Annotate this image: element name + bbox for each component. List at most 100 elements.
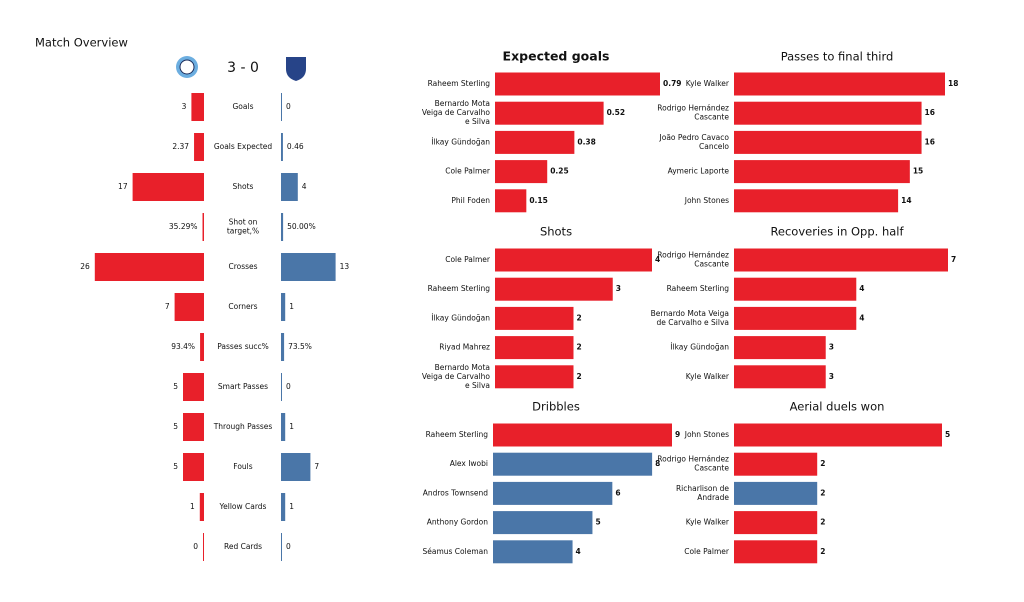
- bar-value: 2: [577, 372, 582, 381]
- stat-bar: [183, 413, 204, 441]
- bar-value: 3: [616, 284, 621, 293]
- stat-bar: [203, 533, 204, 561]
- bar: [495, 72, 660, 96]
- stat-bar: [202, 213, 204, 241]
- stat-label: Through Passes: [213, 422, 273, 431]
- stat-value: 3: [182, 102, 187, 111]
- player-label: Phil Foden: [451, 196, 490, 205]
- player-label: Riyad Mahrez: [439, 343, 490, 352]
- player-label: Richarlison de Andrade: [676, 484, 729, 502]
- stat-value: 1: [289, 502, 294, 511]
- bar-value: 6: [615, 488, 620, 497]
- chart-title: Shots: [540, 225, 572, 239]
- bar: [495, 130, 575, 154]
- player-label: Kyle Walker: [686, 518, 730, 527]
- bar: [734, 130, 922, 154]
- bar: [734, 481, 818, 505]
- bar-value: 3: [829, 372, 834, 381]
- stat-label: Shots: [233, 182, 254, 191]
- stat-label: Corners: [228, 302, 257, 311]
- bar: [734, 189, 899, 213]
- bar: [734, 452, 818, 476]
- stat-value: 1: [190, 502, 195, 511]
- bar-value: 8: [655, 459, 660, 468]
- bar-value: 2: [820, 488, 825, 497]
- stat-bar: [281, 293, 286, 321]
- stat-value: 4: [302, 182, 307, 191]
- bar-value: 7: [951, 255, 956, 264]
- stat-bar: [281, 253, 336, 281]
- stat-bar: [281, 173, 298, 201]
- player-label: Bernardo Mota Veiga de Carvalho e Silva: [422, 363, 491, 390]
- bar-value: 4: [859, 284, 864, 293]
- away-logo: [286, 57, 306, 81]
- player-label: Aymeric Laporte: [668, 167, 730, 176]
- player-label: Anthony Gordon: [427, 518, 488, 527]
- bar-value: 0.25: [550, 167, 569, 176]
- bar: [734, 72, 945, 96]
- bar-value: 0.79: [663, 79, 682, 88]
- bar-value: 9: [675, 430, 680, 439]
- chart-title: Passes to final third: [781, 50, 894, 64]
- stat-bar: [94, 253, 204, 281]
- bar: [495, 365, 574, 389]
- bar-value: 5: [945, 430, 950, 439]
- bar: [493, 481, 613, 505]
- chart-title: Expected goals: [503, 49, 610, 64]
- stat-bar: [281, 133, 283, 161]
- player-label: Raheem Sterling: [428, 284, 491, 293]
- player-label: João Pedro Cavaco Cancelo: [659, 133, 730, 151]
- stat-value: 73.5%: [288, 342, 312, 351]
- bar: [495, 189, 527, 213]
- stat-bar: [199, 493, 204, 521]
- stat-bar: [281, 493, 286, 521]
- bar: [495, 160, 548, 184]
- stat-value: 2.37: [172, 142, 189, 151]
- home-logo: [176, 56, 198, 78]
- stat-value: 35.29%: [169, 222, 198, 231]
- bar-value: 2: [577, 313, 582, 322]
- bar: [734, 248, 948, 272]
- player-label: Rodrigo Hernández Cascante: [657, 104, 729, 122]
- bar: [495, 336, 574, 360]
- stat-bar: [132, 173, 204, 201]
- bar: [493, 540, 573, 564]
- bar-value: 0.15: [529, 196, 548, 205]
- bar: [495, 248, 652, 272]
- stat-value: 0: [193, 542, 198, 551]
- stat-value: 0: [286, 102, 291, 111]
- player-label: Bernardo Mota Veiga de Carvalho e Silva: [651, 309, 729, 327]
- chart-title: Recoveries in Opp. half: [770, 225, 904, 239]
- stat-value: 13: [340, 262, 350, 271]
- stat-bar: [281, 533, 282, 561]
- bar-value: 18: [948, 79, 958, 88]
- stat-value: 7: [314, 462, 319, 471]
- player-label: İlkay Gündoğan: [431, 137, 490, 146]
- stat-value: 93.4%: [171, 342, 195, 351]
- player-label: John Stones: [684, 196, 729, 205]
- player-label: İlkay Gündoğan: [431, 313, 490, 322]
- stat-label: Goals Expected: [214, 142, 273, 151]
- player-label: Cole Palmer: [445, 255, 491, 264]
- bar-value: 4: [576, 547, 581, 556]
- panel-title: Match Overview: [35, 36, 128, 50]
- score: 3 - 0: [227, 60, 259, 76]
- stat-bar: [183, 453, 204, 481]
- stat-value: 26: [80, 262, 90, 271]
- bar: [495, 277, 613, 301]
- stat-label: Fouls: [233, 462, 252, 471]
- player-label: Raheem Sterling: [428, 79, 491, 88]
- stat-value: 50.00%: [287, 222, 316, 231]
- stat-label: Goals: [233, 102, 254, 111]
- bar: [734, 540, 818, 564]
- bar: [734, 365, 826, 389]
- stat-label: Red Cards: [224, 542, 262, 551]
- stat-value: 1: [289, 302, 294, 311]
- stat-label: Crosses: [228, 262, 257, 271]
- stat-label: Yellow Cards: [219, 502, 267, 511]
- stat-bar: [281, 373, 282, 401]
- bar-value: 3: [829, 343, 834, 352]
- bar: [734, 277, 857, 301]
